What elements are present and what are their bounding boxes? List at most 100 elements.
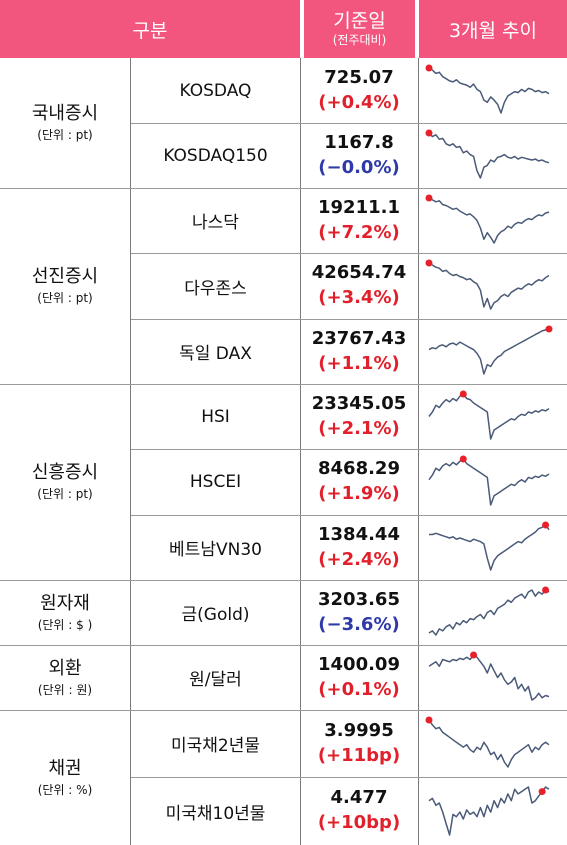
group-fx: 외환 (단위 : 원) xyxy=(0,645,130,710)
header-value-sub: (전주대비) xyxy=(332,33,387,47)
row-value: 3203.65 xyxy=(318,588,400,610)
sparkline-line xyxy=(428,719,550,768)
row-name: 미국채10년물 xyxy=(165,803,266,824)
group-bond: 채권 (단위 : %) xyxy=(0,710,130,845)
row-value-cell: 23767.43 (+1.1%) xyxy=(300,319,418,384)
row-change: (+11bp) xyxy=(317,744,401,766)
sparkline-peak-marker xyxy=(470,651,478,659)
group-unit: (단위 : pt) xyxy=(37,487,93,501)
group-name: 채권 xyxy=(48,757,82,779)
row-value-cell: 3203.65 (−3.6%) xyxy=(300,580,418,645)
row-change: (+0.1%) xyxy=(318,678,400,700)
row-value-cell: 1384.44 (+2.4%) xyxy=(300,515,418,580)
row-name: 베트남VN30 xyxy=(169,540,262,560)
row-divider xyxy=(131,777,567,778)
sparkline-chart xyxy=(425,123,553,188)
sparkline-chart xyxy=(425,515,553,580)
row-change: (+7.2%) xyxy=(318,221,400,243)
row-name: KOSDAQ xyxy=(179,80,252,101)
row-change: (+2.1%) xyxy=(318,417,400,439)
row-name: HSCEI xyxy=(189,472,242,492)
sparkline-chart xyxy=(425,449,553,515)
group-name: 외환 xyxy=(48,657,82,679)
row-divider xyxy=(131,449,567,450)
row-value: 1167.8 xyxy=(324,131,394,153)
sparkline-chart xyxy=(425,58,553,123)
row-value-cell: 725.07 (+0.4%) xyxy=(300,58,418,123)
row-value: 19211.1 xyxy=(318,196,400,218)
row-divider xyxy=(131,253,567,254)
row-value: 23767.43 xyxy=(311,327,407,349)
group-developed: 선진증시 (단위 : pt) xyxy=(0,188,130,384)
sparkline-svg xyxy=(425,129,550,179)
group-divider xyxy=(0,384,567,385)
group-name: 신흥증시 xyxy=(31,462,99,483)
column-divider xyxy=(418,58,419,845)
group-divider xyxy=(0,710,567,711)
header-category: 구분 xyxy=(0,0,300,58)
sparkline-line xyxy=(428,786,550,836)
sparkline-line xyxy=(428,654,550,701)
sparkline-chart xyxy=(425,188,553,253)
row-change: (+1.1%) xyxy=(318,352,400,374)
column-divider xyxy=(130,58,131,845)
group-name: 원자재 xyxy=(40,592,90,614)
sparkline-peak-marker xyxy=(425,716,433,724)
sparkline-peak-marker xyxy=(459,455,467,463)
row-value: 23345.05 xyxy=(311,392,407,414)
sparkline-svg xyxy=(425,194,550,244)
group-divider xyxy=(0,188,567,189)
group-name: 선진증시 xyxy=(31,266,99,287)
sparkline-svg xyxy=(428,786,550,836)
sparkline-line xyxy=(428,589,550,636)
row-value-cell: 42654.74 (+3.4%) xyxy=(300,253,418,319)
sparkline-peak-marker xyxy=(459,390,467,398)
group-commodity: 원자재 (단위 : $ ) xyxy=(0,580,130,645)
row-change: (−3.6%) xyxy=(318,613,400,635)
row-name: KOSDAQ150 xyxy=(163,145,268,166)
sparkline-chart xyxy=(425,253,553,319)
row-name: 금(Gold) xyxy=(181,605,250,625)
group-unit: (단위 : pt) xyxy=(37,291,93,305)
sparkline-svg xyxy=(428,455,550,506)
sparkline-svg xyxy=(428,325,553,375)
row-value: 42654.74 xyxy=(311,262,407,283)
row-value: 4.477 xyxy=(330,787,388,808)
sparkline-line xyxy=(428,132,550,179)
sparkline-line xyxy=(429,524,550,571)
sparkline-peak-marker xyxy=(425,64,433,72)
row-change: (+3.4%) xyxy=(318,287,400,308)
sparkline-svg xyxy=(428,586,550,636)
sparkline-chart xyxy=(425,580,553,645)
group-divider xyxy=(0,580,567,581)
row-name: 독일 DAX xyxy=(179,344,252,364)
sparkline-chart xyxy=(425,319,553,384)
row-change: (−0.0%) xyxy=(318,156,400,178)
sparkline-line xyxy=(428,197,550,244)
sparkline-line xyxy=(428,328,550,375)
header-trend-label: 3개월 추이 xyxy=(448,19,538,42)
row-value-cell: 23345.05 (+2.1%) xyxy=(300,384,418,449)
sparkline-chart xyxy=(425,777,553,845)
group-emerging: 신흥증시 (단위 : pt) xyxy=(0,384,130,580)
row-divider xyxy=(131,515,567,516)
sparkline-svg xyxy=(425,64,550,114)
sparkline-peak-marker xyxy=(425,129,433,137)
table-header: 구분 기준일 (전주대비) 3개월 추이 xyxy=(0,0,567,58)
sparkline-line xyxy=(428,458,550,506)
row-value: 1400.09 xyxy=(318,653,400,675)
header-category-label: 구분 xyxy=(132,19,168,42)
row-change: (+10bp) xyxy=(317,812,401,833)
sparkline-peak-marker xyxy=(425,259,433,267)
header-trend: 3개월 추이 xyxy=(419,0,567,58)
group-unit: (단위 : pt) xyxy=(37,128,93,142)
row-name: 나스닥 xyxy=(192,213,239,233)
sparkline-peak-marker xyxy=(425,194,433,202)
row-name: 미국채2년물 xyxy=(170,736,261,756)
row-divider xyxy=(131,123,567,124)
row-value-cell: 1167.8 (−0.0%) xyxy=(300,123,418,188)
sparkline-chart xyxy=(425,710,553,777)
row-value-cell: 19211.1 (+7.2%) xyxy=(300,188,418,253)
row-value-cell: 3.9995 (+11bp) xyxy=(300,710,418,777)
